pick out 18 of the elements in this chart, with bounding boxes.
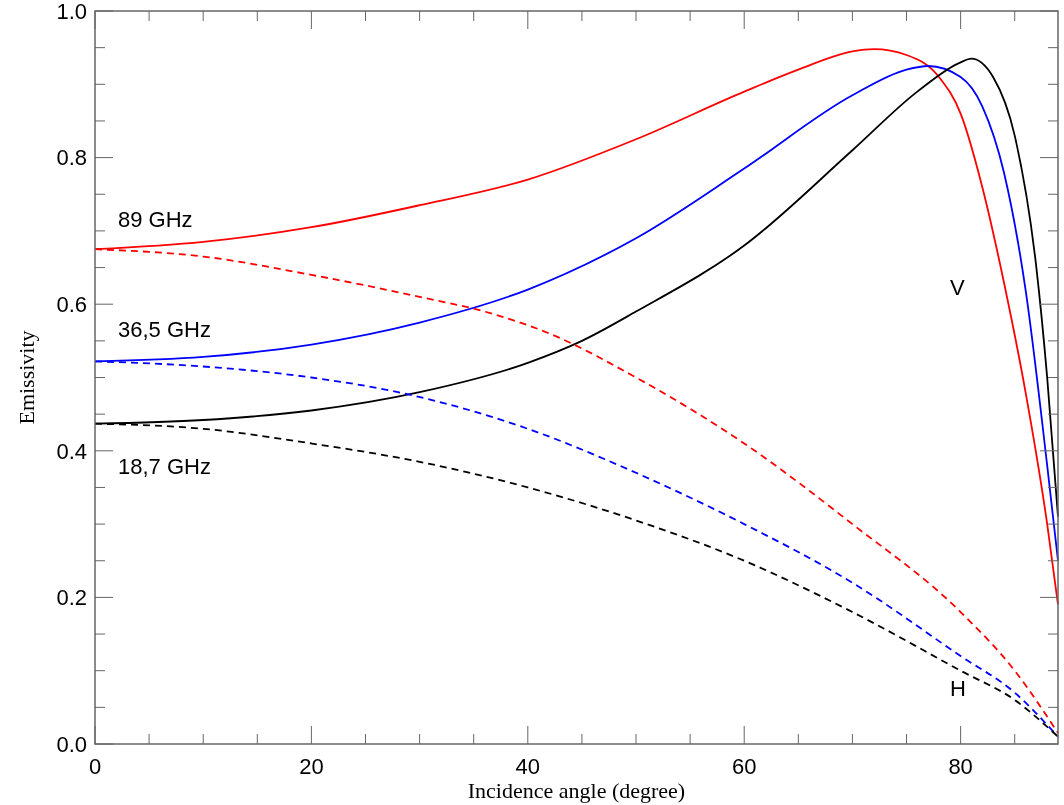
y-axis-title: Emissivity <box>14 330 39 425</box>
x-tick-label: 80 <box>948 754 973 779</box>
x-tick-label: 40 <box>515 754 541 779</box>
x-tick-label: 0 <box>88 754 102 779</box>
annotation: V <box>950 274 965 300</box>
x-tick-label: 20 <box>299 754 324 779</box>
y-tick-label: 0.8 <box>56 145 87 171</box>
y-tick-label: 0.6 <box>56 291 87 317</box>
x-tick-label: 60 <box>731 754 757 779</box>
y-tick-label: 0.2 <box>56 585 87 611</box>
y-tick-label: 0.4 <box>56 438 87 464</box>
annotation: 18,7 GHz <box>118 453 211 479</box>
annotation: 89 GHz <box>118 206 193 232</box>
x-axis-title: Incidence angle (degree) <box>467 778 686 803</box>
y-tick-label: 1.0 <box>56 0 87 24</box>
y-tick-label: 0.0 <box>56 731 87 757</box>
annotation: 36,5 GHz <box>118 316 211 342</box>
annotation: H <box>950 675 966 701</box>
